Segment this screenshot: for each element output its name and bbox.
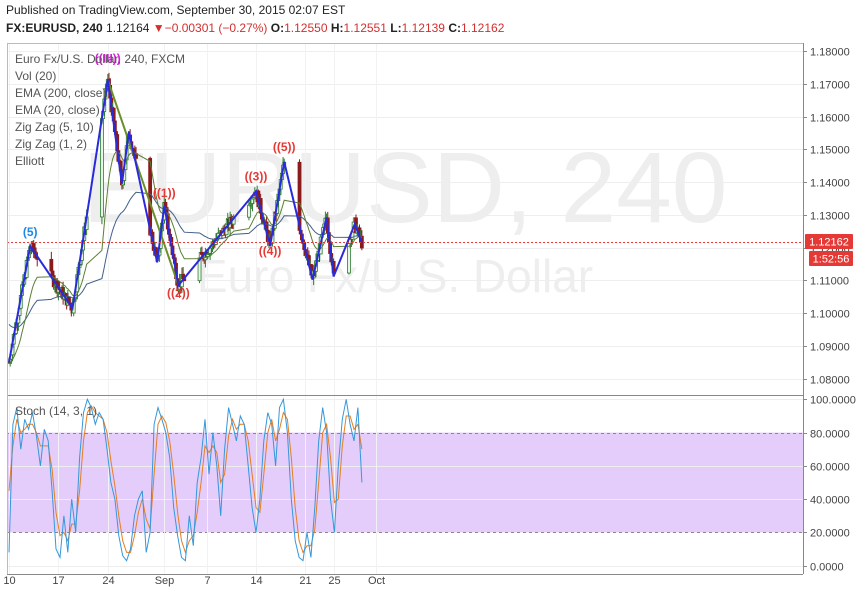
stoch-band (7, 432, 803, 533)
y-tick-label: 100.0000 (810, 395, 856, 407)
y-tick-label: 60.0000 (810, 462, 850, 474)
down-arrow-icon: ▼ (152, 21, 165, 35)
wave-label: ((5)) (273, 140, 296, 154)
price-change: 0.00301 (−0.27%) (171, 21, 268, 35)
y-tick-label: 1.09000 (810, 342, 850, 354)
countdown-tag: 1:52:56 (809, 251, 853, 266)
legend-item[interactable]: EMA (20, close) (15, 103, 100, 117)
chart-legend: Euro Fx/U.S. Dollar, 240, FXCM Vol (20) … (15, 51, 185, 170)
y-tick-label: 1.10000 (810, 309, 850, 321)
x-tick-label: Oct (368, 575, 385, 587)
y-tick-label: 40.0000 (810, 495, 850, 507)
last-price: 1.12164 (106, 21, 150, 35)
last-price-tag-text: 1.12162 (809, 237, 849, 249)
x-tick-label: 25 (328, 575, 340, 587)
ema20-line (8, 151, 363, 363)
wave-label: ((III)) (95, 52, 121, 66)
low-value: 1.12139 (401, 21, 445, 35)
x-tick-label: 7 (204, 575, 210, 587)
symbol-header: FX:EURUSD, 240 1.12164 ▼−0.00301 (−0.27%… (6, 21, 504, 35)
stoch-axis[interactable]: 100.0000 80.0000 60.0000 40.0000 20.0000 0.00… (803, 395, 856, 574)
stoch-legend[interactable]: Stoch (14, 3, 1) (15, 404, 98, 418)
y-tick-label: 20.0000 (810, 528, 850, 540)
wave-label: ((3)) (245, 170, 268, 184)
last-price-tag: 1.12162 (805, 234, 853, 249)
watermark-small: Euro Fx/U.S. Dollar (197, 250, 593, 302)
y-tick-label: 1.16000 (810, 113, 850, 125)
x-tick-label: 10 (3, 575, 15, 587)
legend-item[interactable]: Zig Zag (1, 2) (15, 137, 88, 151)
watermark-big: EURUSD, 240 (83, 132, 728, 244)
symbol-name: FX:EURUSD, 240 (6, 21, 103, 35)
high-label: H: (330, 21, 344, 35)
change-sign: − (164, 21, 172, 35)
high-value: 1.12551 (343, 21, 387, 35)
x-tick-label: 21 (299, 575, 311, 587)
close-value: 1.12162 (461, 21, 505, 35)
wave-label: ((4)) (259, 244, 282, 258)
close-label: C: (448, 21, 461, 35)
legend-item[interactable]: Zig Zag (5, 10) (15, 120, 94, 134)
legend-item[interactable]: Vol (20) (15, 69, 57, 83)
published-header: Published on TradingView.com, September … (6, 3, 346, 17)
wave-label: ((1)) (153, 186, 176, 200)
open-value: 1.12550 (284, 21, 328, 35)
y-tick-label: 1.17000 (810, 80, 850, 92)
zigzag-lines (8, 79, 363, 363)
elliott-labels: ((III)) (5) ((1)) ((2)) ((3)) ((4)) ((5)) (23, 52, 296, 300)
x-tick-label: 17 (52, 575, 64, 587)
price-grid (7, 43, 803, 395)
countdown-text: 1:52:56 (813, 254, 850, 266)
x-tick-label: 24 (102, 575, 114, 587)
zigzag-1-2-line (8, 79, 363, 363)
price-pane[interactable] (7, 43, 803, 395)
legend-item[interactable]: Elliott (15, 154, 45, 168)
y-tick-label: 1.08000 (810, 375, 850, 387)
x-tick-label: 14 (250, 575, 262, 587)
legend-item[interactable]: EMA (200, close) (15, 86, 107, 100)
wave-label: (5) (23, 225, 38, 239)
y-tick-label: 80.0000 (810, 429, 850, 441)
y-tick-label: 0.0000 (810, 562, 844, 574)
watermark: EURUSD, 240 Euro Fx/U.S. Dollar (83, 132, 728, 302)
time-axis[interactable]: 10 17 24 Sep 7 14 21 25 Oct (3, 575, 385, 587)
y-tick-label: 1.14000 (810, 178, 850, 190)
low-label: L: (390, 21, 402, 35)
zigzag-5-10-line (106, 79, 180, 286)
x-tick-label: Sep (155, 575, 175, 587)
stoch-k-line (8, 397, 363, 562)
legend-item[interactable]: Euro Fx/U.S. Dollar, 240, FXCM (15, 52, 186, 66)
price-axis[interactable]: 1.18000 1.17000 1.16000 1.15000 1.14000 1.130… (803, 47, 850, 387)
y-tick-label: 1.13000 (810, 211, 850, 223)
y-tick-label: 1.18000 (810, 47, 850, 59)
wave-label: ((2)) (167, 286, 190, 300)
y-tick-label: 1.15000 (810, 145, 850, 157)
open-label: O: (270, 21, 285, 35)
y-tick-label: 1.11000 (810, 276, 849, 288)
stoch-d-line (8, 405, 363, 554)
